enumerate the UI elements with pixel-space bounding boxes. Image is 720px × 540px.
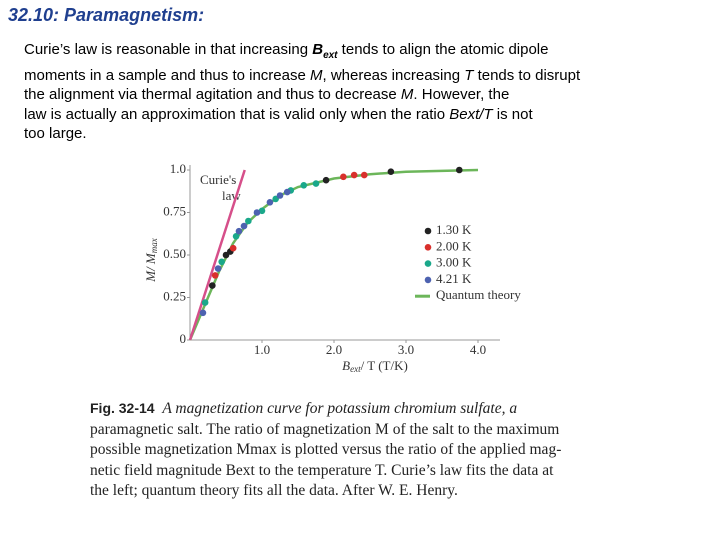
series-line: [188, 169, 246, 341]
x-tick-label: 1.0: [254, 342, 270, 357]
text: tends to align the atomic dipole: [337, 41, 549, 58]
data-point: [232, 233, 240, 240]
x-tick-label: 2.0: [326, 342, 342, 357]
data-point: [340, 173, 347, 181]
data-point: [240, 222, 248, 230]
y-tick-label: 0.75: [163, 203, 186, 218]
text: ext: [323, 50, 338, 61]
caption: Fig. 32-14 A magnetization curve for pot…: [90, 398, 561, 502]
text: ext: [350, 364, 361, 374]
legend-swatch: [424, 260, 432, 267]
text: / T (T/K): [361, 358, 408, 373]
data-point: [201, 299, 209, 306]
text: . However, the: [413, 86, 510, 103]
data-point: [266, 199, 274, 206]
data-point: [312, 180, 320, 187]
data-point: [218, 258, 225, 266]
x-tick-label: 3.0: [398, 342, 414, 357]
text: Curie’s law is reasonable in that increa…: [24, 41, 313, 58]
text: B: [312, 41, 324, 58]
text: tends to disrupt: [473, 66, 581, 84]
annotation: Curie's: [200, 172, 236, 187]
text: max: [149, 238, 159, 253]
data-point: [214, 265, 222, 272]
text: moments in a sample and thus to increase: [24, 66, 310, 84]
data-point: [199, 309, 207, 317]
text: Bext/T: [449, 105, 493, 123]
text: B: [342, 358, 350, 373]
legend-label: Quantum theory: [436, 287, 521, 302]
data-point: [300, 182, 308, 189]
data-point: [283, 188, 291, 196]
chart: M/ Mmax Bext/ T (T/K) Curie's law 00.250…: [143, 161, 521, 374]
data-point: [235, 227, 243, 235]
text: T: [464, 66, 474, 84]
data-point: [253, 209, 261, 216]
text: law is actually an approximation that is…: [24, 105, 450, 123]
text: , whereas increasing: [322, 66, 465, 84]
legend-swatch: [424, 227, 432, 235]
text: A magnetization curve for potassium chro…: [162, 400, 518, 417]
data-point: [209, 282, 216, 289]
y-tick-label: 1.0: [170, 161, 186, 176]
text: netic field magnitude Bext to the temper…: [90, 461, 554, 479]
text: the alignment via thermal agitation and …: [24, 86, 401, 103]
legend-label: 4.21 K: [436, 271, 472, 286]
y-tick-label: 0.25: [163, 288, 186, 303]
text: M/ M: [143, 252, 158, 283]
data-point: [455, 166, 463, 174]
data-point: [322, 176, 330, 184]
legend-label: 1.30 K: [436, 222, 472, 237]
data-point: [258, 207, 266, 215]
slide-title: 32.10: Paramagnetism:: [8, 5, 205, 25]
text: paramagnetic salt. The ratio of magnetiz…: [90, 420, 560, 438]
text: too large.: [24, 125, 87, 142]
legend-swatch: [424, 244, 432, 251]
y-axis-label: M/ Mmax: [143, 238, 159, 283]
text: M: [309, 66, 323, 84]
legend-label: 2.00 K: [436, 238, 472, 253]
paragraph: Curie’s law is reasonable in that increa…: [24, 40, 580, 144]
y-tick-label: 0.50: [163, 246, 186, 261]
caption-label: Fig. 32-14: [90, 400, 155, 416]
text: the left; quantum theory fits all the da…: [90, 482, 458, 499]
legend-label: 3.00 K: [436, 255, 472, 270]
text: is not: [492, 105, 533, 123]
data-point: [276, 192, 284, 199]
legend-swatch: [424, 276, 432, 284]
data-point: [360, 171, 368, 179]
x-tick-label: 4.0: [470, 342, 486, 357]
text: M: [400, 86, 414, 103]
text: possible magnetization Mmax is plotted v…: [90, 441, 562, 458]
data-point: [211, 272, 219, 279]
data-point: [229, 244, 237, 252]
x-axis-label: Bext/ T (T/K): [342, 358, 408, 374]
y-tick-label: 0: [180, 331, 187, 346]
data-point: [350, 171, 358, 179]
data-point: [387, 168, 395, 175]
data-point: [245, 217, 252, 225]
